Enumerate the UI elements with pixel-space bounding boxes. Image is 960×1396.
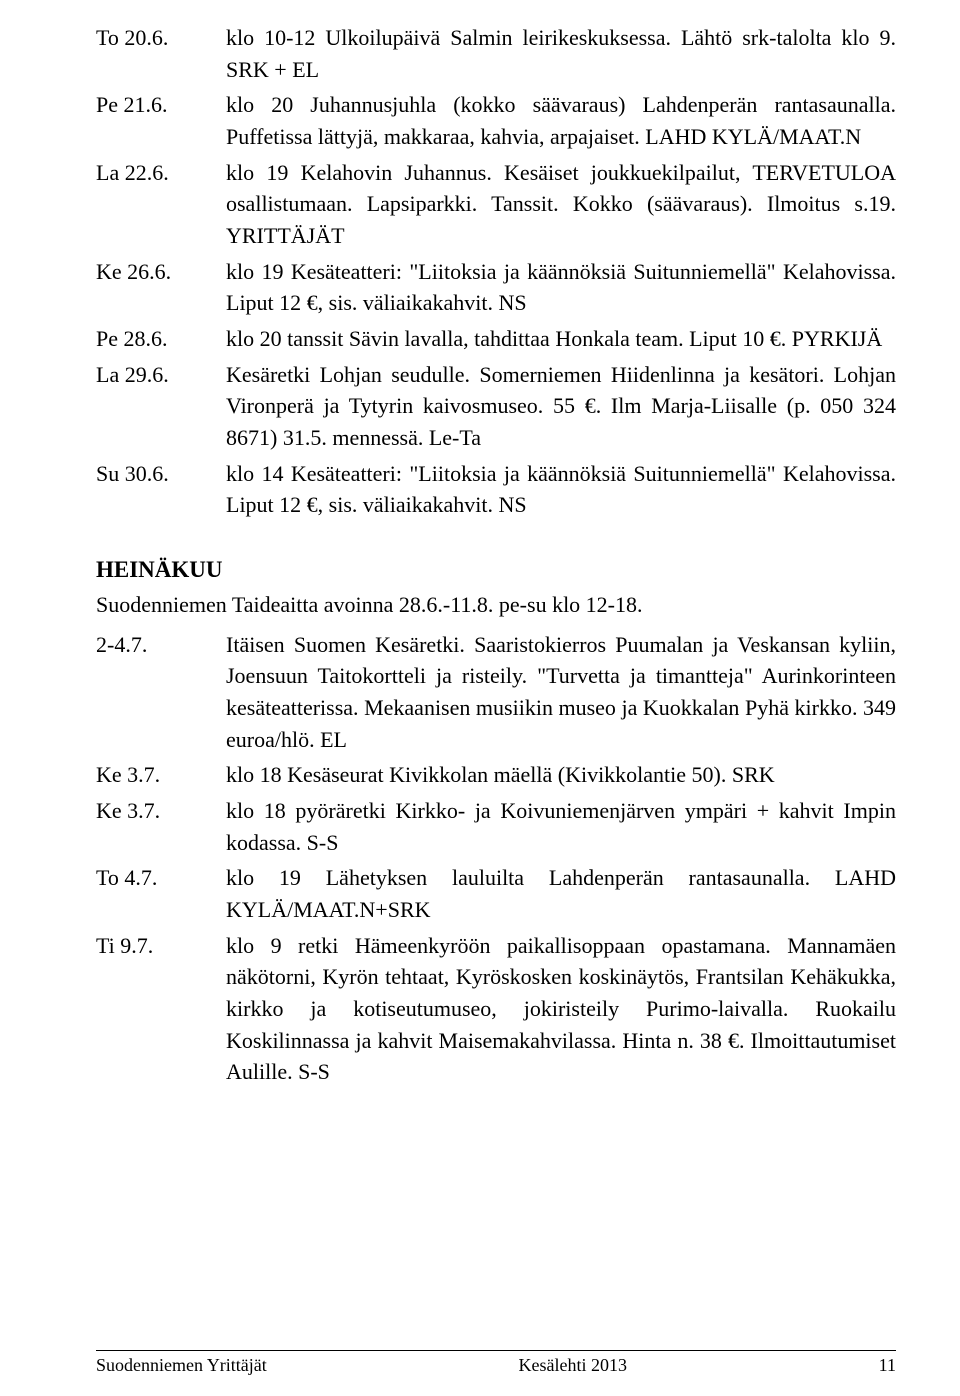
entry-date: La 22.6. (96, 157, 226, 252)
entry-date: Ke 3.7. (96, 759, 226, 791)
footer-page-number: 11 (879, 1355, 896, 1376)
july-entry: 2-4.7.Itäisen Suomen Kesäretki. Saaristo… (96, 629, 896, 756)
event-list-july: 2-4.7.Itäisen Suomen Kesäretki. Saaristo… (96, 629, 896, 1088)
june-entry: Ke 26.6.klo 19 Kesäteatteri: "Liitoksia … (96, 256, 896, 319)
entry-description: klo 18 pyöräretki Kirkko- ja Koivuniemen… (226, 795, 896, 858)
entry-description: klo 20 tanssit Sävin lavalla, tahdittaa … (226, 323, 896, 355)
page-footer: Suodenniemen Yrittäjät Kesälehti 2013 11 (96, 1350, 896, 1376)
july-entry: Ke 3.7.klo 18 Kesäseurat Kivikkolan mäel… (96, 759, 896, 791)
june-entry: To 20.6.klo 10-12 Ulkoilupäivä Salmin le… (96, 22, 896, 85)
entry-date: Ke 26.6. (96, 256, 226, 319)
entry-date: La 29.6. (96, 359, 226, 454)
june-entry: La 22.6.klo 19 Kelahovin Juhannus. Kesäi… (96, 157, 896, 252)
entry-date: Pe 21.6. (96, 89, 226, 152)
entry-description: Kesäretki Lohjan seudulle. Somerniemen H… (226, 359, 896, 454)
entry-description: klo 20 Juhannusjuhla (kokko säävaraus) L… (226, 89, 896, 152)
entry-date: Su 30.6. (96, 458, 226, 521)
entry-description: klo 19 Kelahovin Juhannus. Kesäiset jouk… (226, 157, 896, 252)
entry-description: klo 9 retki Hämeenkyröön paikallisoppaan… (226, 930, 896, 1088)
june-entry: Pe 21.6.klo 20 Juhannusjuhla (kokko sääv… (96, 89, 896, 152)
entry-date: 2-4.7. (96, 629, 226, 756)
june-entry: Su 30.6.klo 14 Kesäteatteri: "Liitoksia … (96, 458, 896, 521)
entry-date: To 4.7. (96, 862, 226, 925)
entry-date: Ke 3.7. (96, 795, 226, 858)
entry-description: Itäisen Suomen Kesäretki. Saaristokierro… (226, 629, 896, 756)
entry-date: To 20.6. (96, 22, 226, 85)
june-entry: La 29.6.Kesäretki Lohjan seudulle. Somer… (96, 359, 896, 454)
section-heading-heinakuu: HEINÄKUU (96, 557, 896, 583)
event-list-june: To 20.6.klo 10-12 Ulkoilupäivä Salmin le… (96, 22, 896, 521)
entry-date: Pe 28.6. (96, 323, 226, 355)
entry-description: klo 10-12 Ulkoilupäivä Salmin leirikesku… (226, 22, 896, 85)
document-page: To 20.6.klo 10-12 Ulkoilupäivä Salmin le… (0, 0, 960, 1396)
june-entry: Pe 28.6.klo 20 tanssit Sävin lavalla, ta… (96, 323, 896, 355)
entry-description: klo 19 Lähetyksen lauluilta Lahdenperän … (226, 862, 896, 925)
july-entry: Ke 3.7.klo 18 pyöräretki Kirkko- ja Koiv… (96, 795, 896, 858)
entry-description: klo 18 Kesäseurat Kivikkolan mäellä (Kiv… (226, 759, 896, 791)
entry-description: klo 19 Kesäteatteri: "Liitoksia ja käänn… (226, 256, 896, 319)
july-entry: To 4.7.klo 19 Lähetyksen lauluilta Lahde… (96, 862, 896, 925)
section-subtext: Suodenniemen Taideaitta avoinna 28.6.-11… (96, 589, 896, 621)
document-content: To 20.6.klo 10-12 Ulkoilupäivä Salmin le… (96, 22, 896, 1330)
entry-date: Ti 9.7. (96, 930, 226, 1088)
footer-center: Kesälehti 2013 (518, 1355, 626, 1376)
entry-description: klo 14 Kesäteatteri: "Liitoksia ja käänn… (226, 458, 896, 521)
july-entry: Ti 9.7.klo 9 retki Hämeenkyröön paikalli… (96, 930, 896, 1088)
footer-left: Suodenniemen Yrittäjät (96, 1355, 267, 1376)
